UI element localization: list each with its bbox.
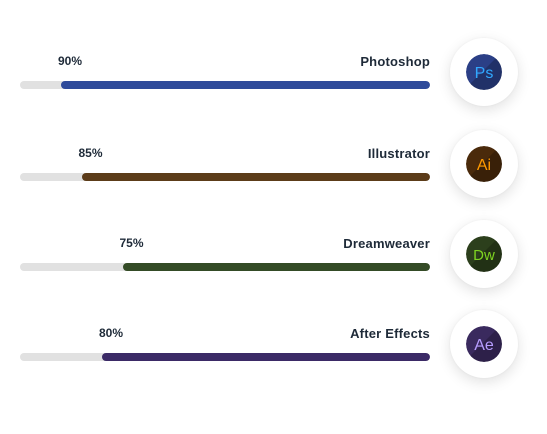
skill-progress-track [20, 263, 430, 271]
skill-name: Dreamweaver [343, 236, 430, 251]
dreamweaver-icon: Dw [466, 236, 502, 272]
skill-icon-badge: Ps [450, 38, 518, 106]
skill-percent: 75% [119, 236, 144, 250]
skill-percent: 85% [78, 146, 103, 160]
skill-name: Illustrator [367, 146, 430, 161]
skill-progress-track [20, 81, 430, 89]
skill-row-illustrator: 85% Illustrator Ai [0, 124, 547, 204]
skill-name: After Effects [350, 326, 430, 341]
illustrator-icon-label: Ai [477, 157, 491, 174]
skill-row-dreamweaver: 75% Dreamweaver Dw [0, 214, 547, 294]
skill-icon-badge: Ai [450, 130, 518, 198]
skill-icon-badge: Dw [450, 220, 518, 288]
skill-progress-fill [81, 173, 430, 181]
skill-row-photoshop: 90% Photoshop Ps [0, 32, 547, 112]
after-effects-icon: Ae [466, 326, 502, 362]
photoshop-icon: Ps [466, 54, 502, 90]
skill-percent: 90% [57, 54, 83, 68]
illustrator-icon: Ai [466, 146, 502, 182]
skill-progress-track [20, 173, 430, 181]
photoshop-icon-label: Ps [475, 65, 494, 82]
skill-name: Photoshop [360, 54, 430, 69]
skill-progress-fill [102, 353, 430, 361]
skill-progress-track [20, 353, 430, 361]
skill-progress-fill [122, 263, 430, 271]
skill-icon-badge: Ae [450, 310, 518, 378]
after-effects-icon-label: Ae [474, 337, 494, 354]
skill-percent: 80% [98, 326, 124, 340]
skill-row-after-effects: 80% After Effects Ae [0, 304, 547, 384]
skill-progress-fill [61, 81, 430, 89]
dreamweaver-icon-label: Dw [473, 247, 495, 264]
